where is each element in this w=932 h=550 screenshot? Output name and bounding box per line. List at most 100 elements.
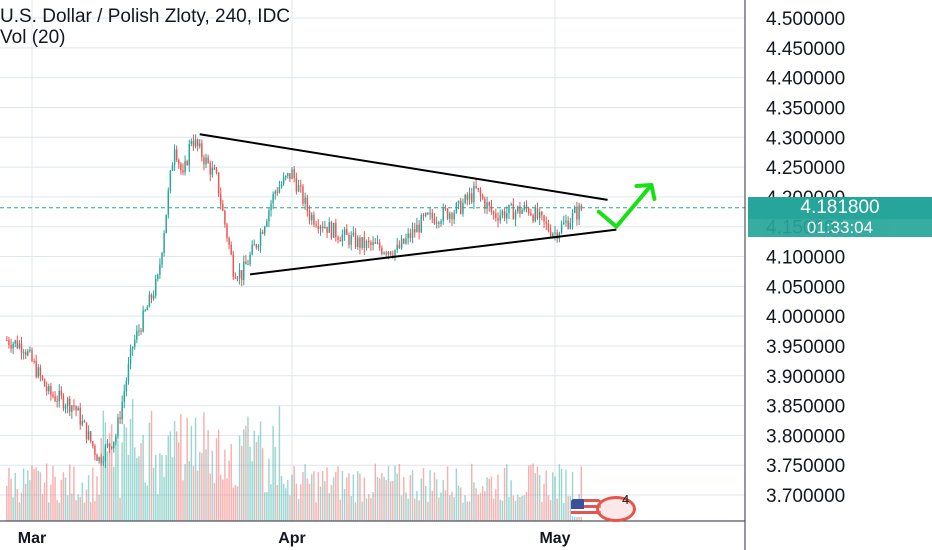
- volume-bar: [266, 492, 268, 521]
- candle-body: [131, 346, 134, 349]
- candle-body: [514, 211, 517, 220]
- volume-bar: [512, 495, 515, 521]
- candle-body: [69, 398, 71, 412]
- candle-body: [159, 264, 161, 275]
- candle-body: [148, 294, 151, 308]
- candle-body: [48, 386, 50, 392]
- volume-bar: [247, 416, 249, 521]
- price-axis[interactable]: 4.500000 4.450000 4.400000 4.350000 4.300000…: [766, 9, 845, 507]
- volume-bar: [534, 473, 537, 521]
- candle-body: [552, 233, 554, 237]
- volume-bar: [268, 458, 270, 521]
- price-tick-label: 3.850000: [766, 397, 845, 418]
- volume-bar: [330, 484, 333, 521]
- last-price-badge: 4.181800: [748, 197, 932, 219]
- volume-bar: [486, 477, 488, 521]
- candle-body: [317, 226, 320, 230]
- volume-bar: [119, 497, 121, 521]
- candle-body: [129, 348, 132, 364]
- volume-bar: [85, 489, 88, 521]
- candle-body: [571, 212, 574, 223]
- volume-bar: [203, 412, 205, 521]
- volume-bar: [207, 430, 209, 521]
- us-flag-icon[interactable]: [571, 499, 601, 517]
- symbol-title[interactable]: U.S. Dollar / Polish Zloty, 240, IDC: [0, 6, 291, 27]
- candle-body: [207, 157, 209, 164]
- volume-bar: [138, 456, 140, 521]
- trendline-lower[interactable]: [249, 228, 617, 276]
- volume-bar: [497, 474, 499, 521]
- price-tick-label: 3.950000: [766, 337, 845, 358]
- candle-body: [486, 202, 488, 209]
- volume-bar: [352, 474, 355, 521]
- candle-body: [278, 187, 281, 193]
- volume-bar: [381, 473, 383, 521]
- candle-body: [27, 351, 29, 356]
- candle-body: [184, 161, 186, 173]
- volume-bar: [527, 465, 530, 521]
- candle-body: [194, 139, 197, 147]
- volume-bar: [580, 466, 583, 521]
- volume-bar: [175, 431, 178, 521]
- economic-event-icon[interactable]: [596, 496, 636, 522]
- volume-bar: [567, 495, 569, 521]
- volume-bar: [501, 500, 504, 521]
- volume-bar: [41, 493, 44, 521]
- volume-bar: [293, 465, 295, 521]
- candle-body: [144, 310, 146, 312]
- volume-bar: [159, 453, 161, 521]
- volume-bar: [365, 498, 368, 521]
- volume-bar: [403, 477, 405, 521]
- volume-bar: [543, 483, 545, 521]
- volume-bar: [75, 500, 77, 521]
- volume-bar: [442, 479, 444, 521]
- volume-bar: [304, 464, 306, 521]
- volume-indicator-label[interactable]: Vol (20): [0, 27, 66, 48]
- volume-bar: [319, 486, 322, 521]
- candle-body: [376, 242, 379, 244]
- volume-bar: [209, 473, 211, 521]
- volume-bar: [400, 495, 403, 521]
- candle-body: [357, 237, 359, 248]
- volume-bar: [468, 501, 471, 521]
- volume-bar: [538, 475, 541, 521]
- candle-body: [413, 228, 416, 233]
- volume-bar: [545, 470, 547, 521]
- candle-body: [240, 270, 243, 280]
- candle-body: [236, 278, 239, 280]
- breakout-arrow-annotation[interactable]: [596, 182, 657, 229]
- candle-body: [173, 149, 176, 165]
- time-axis[interactable]: Mar Apr May: [18, 530, 571, 547]
- volume-bar: [192, 466, 195, 521]
- price-tick-label: 4.500000: [766, 9, 845, 30]
- candle-body: [473, 185, 475, 203]
- candle-body: [161, 252, 163, 265]
- volume-bar: [10, 478, 12, 521]
- trendline-upper[interactable]: [199, 133, 608, 201]
- volume-bar: [165, 455, 167, 521]
- volume-bar: [199, 452, 201, 521]
- volume-bar: [409, 475, 412, 521]
- volume-bar: [433, 472, 436, 521]
- candle-body: [75, 406, 77, 411]
- candle-body: [115, 436, 117, 442]
- volume-bar: [530, 464, 532, 521]
- volume-bar: [361, 501, 363, 521]
- candle-body: [175, 149, 178, 161]
- candle-body: [525, 205, 528, 209]
- candle-body: [563, 222, 565, 225]
- triangle-trendlines[interactable]: [199, 133, 617, 276]
- candle-body: [324, 226, 326, 229]
- candle-body: [576, 208, 578, 220]
- candle-body: [427, 212, 429, 215]
- candle-body: [389, 251, 392, 255]
- candle-body: [87, 431, 90, 440]
- volume-bar: [127, 454, 130, 521]
- candle-body: [10, 344, 12, 349]
- volume-bar: [508, 496, 510, 521]
- volume-bar: [317, 472, 320, 521]
- candle-body: [62, 395, 65, 409]
- volume-bar: [270, 484, 272, 521]
- price-tick-label: 3.900000: [766, 367, 845, 388]
